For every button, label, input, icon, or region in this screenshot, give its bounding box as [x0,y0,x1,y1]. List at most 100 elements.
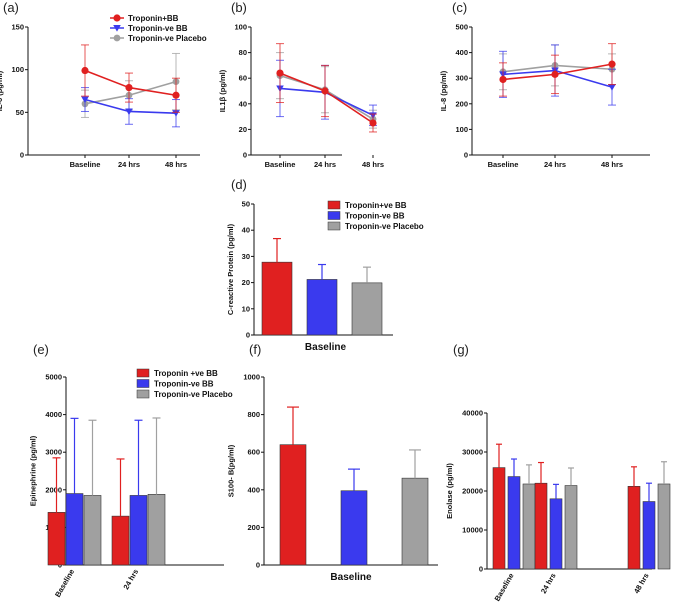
legend-label: Troponin+ve BB [345,201,407,210]
x-tick-label: Baseline [488,160,519,169]
data-point [608,84,616,91]
y-tick-label: 400 [455,48,468,57]
bar [351,282,383,336]
y-axis-label: IL-8 (pg/ml) [439,70,448,111]
y-axis: 0 10000 20000 30000 40000 Enolase (pg/ml) [445,409,488,574]
legend-label: Troponin-ve BB [154,380,214,389]
bar-group [534,461,578,570]
bar [340,490,368,566]
x-tick-label: 48 hrs [362,160,384,169]
bar-group [111,417,166,566]
y-axis-label: Epinephrine (pg/ml) [29,435,38,506]
legend-item: Troponin-ve BB [327,211,405,221]
data-point [551,70,559,78]
x-tick-label: 48 hrs [601,160,623,169]
legend-item: Troponin+BB [110,14,179,23]
bar [279,444,307,566]
y-tick-label: 0 [20,151,24,160]
bar [306,279,338,336]
y-tick-label: 50 [242,200,250,209]
legend-label: Troponin-ve Placebo [345,222,424,231]
y-axis-label: IL-6 (pg/ml) [0,70,4,111]
y-tick-label: 4000 [45,410,62,419]
data-point [369,119,377,127]
y-tick-label: 0 [246,331,250,340]
x-tick-label: Baseline [265,160,296,169]
y-tick-label: 20 [242,278,250,287]
x-axis-label: Baseline [330,572,372,583]
bar [507,476,521,570]
panel-label: (d) [231,177,247,192]
y-tick-label: 500 [455,23,468,32]
y-axis: 0 10 20 30 40 50 C-reactive Protein (pg/ml) [226,200,255,340]
legend-item: Troponin-ve BB [136,379,214,389]
y-tick-label: 0 [243,151,247,160]
data-point [499,75,507,84]
legend-label: Troponin+BB [128,14,179,23]
data-point [125,108,133,116]
y-axis: 0 200 400 600 800 1000 S100- B(pg/ml) [227,373,265,570]
x-tick-label: 24 hrs [539,572,558,596]
y-tick-label: 20000 [462,487,483,496]
x-tick-label: 24 hrs [544,160,566,169]
data-point [276,69,284,77]
y-tick-label: 800 [247,410,260,419]
panel-label: (a) [3,0,19,15]
bar-group [47,417,102,566]
x-tick-label: 24 hrs [314,160,336,169]
y-tick-label: 20 [239,125,247,134]
bar [129,495,148,566]
y-tick-label: 40 [239,99,247,108]
bar [549,498,563,570]
bar [261,261,293,336]
x-tick-label: 24 hrs [118,160,140,169]
legend-label: Troponin +ve BB [154,369,218,378]
data-point [81,96,89,104]
legend: Troponin +ve BB Troponin-ve BBTroponin-ve… [136,368,233,399]
bar [401,477,429,566]
legend-item: Troponin-ve Placebo [136,389,233,399]
bar [657,483,671,570]
data-point [113,14,121,22]
y-tick-label: 0 [256,561,260,570]
y-tick-label: 40 [242,226,250,235]
legend-label: Troponin-ve Placebo [154,390,233,399]
data-point [81,66,89,75]
legend-swatch [327,211,341,220]
panel-label: (b) [231,0,247,15]
y-tick-label: 50 [16,108,24,117]
y-tick-label: 30000 [462,448,483,457]
panel-label: (g) [453,342,469,357]
y-tick-label: 100 [234,23,247,32]
legend-swatch [136,389,150,399]
panel-label: (f) [249,342,261,357]
data-point [125,83,133,92]
y-tick-label: 0 [464,151,468,160]
data-point [608,60,616,68]
y-axis-label: IL1β (pg/ml) [218,69,227,112]
legend-item: Troponin-ve Placebo [327,221,424,231]
bar-group [492,443,536,570]
bar [564,485,578,570]
y-tick-label: 100 [455,125,468,134]
bar-group [261,237,383,336]
data-point [321,87,329,95]
y-tick-label: 0 [479,565,483,574]
bar [111,515,130,566]
y-tick-label: 150 [11,23,24,32]
bar [534,482,548,570]
bar [522,483,536,570]
legend-item: Troponin+ve BB [327,200,407,210]
bar-group [279,406,429,566]
x-axis-label: Baseline [305,342,347,353]
y-tick-label: 10000 [462,526,483,535]
legend-item: Troponin +ve BB [136,368,218,378]
y-tick-label: 3000 [45,448,62,457]
legend-swatch [136,368,150,378]
x-tick-label: 24 hrs [121,568,140,592]
y-tick-label: 2000 [45,485,62,494]
y-tick-label: 400 [247,485,260,494]
y-tick-label: 1000 [243,373,260,382]
bar [65,493,84,566]
